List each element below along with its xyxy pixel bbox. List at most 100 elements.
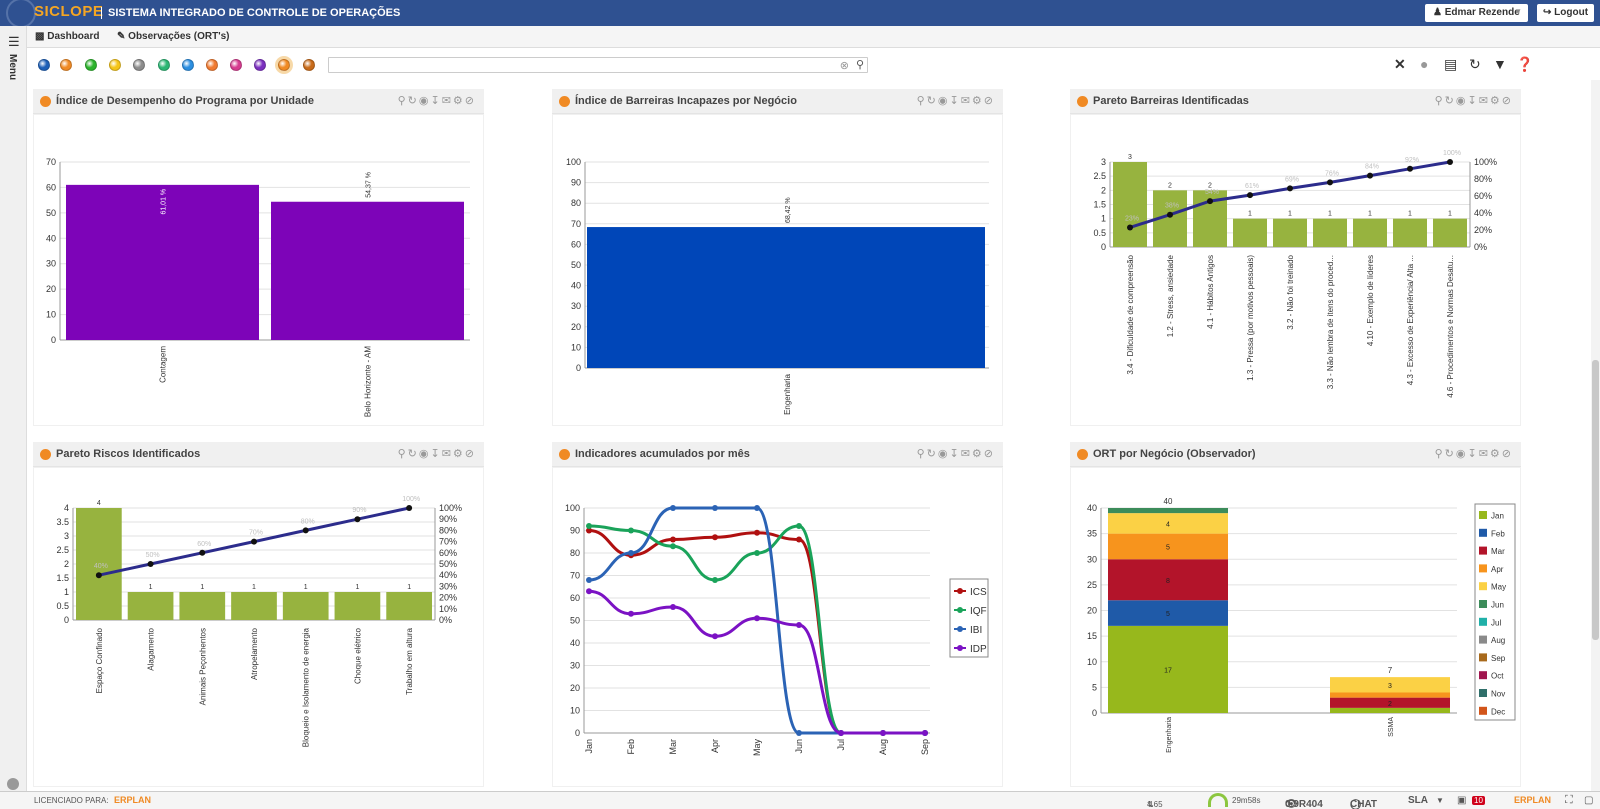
filter-dot-1[interactable] [38, 59, 50, 71]
help-icon[interactable]: ❓ [1516, 56, 1534, 72]
notification-icon[interactable]: ▣ [1457, 795, 1467, 806]
y-tick-label: 60 [570, 593, 580, 603]
cumulative-point [1287, 185, 1293, 192]
refresh-icon[interactable]: ↻ [1444, 448, 1456, 460]
download-icon[interactable]: ↧ [430, 95, 442, 107]
filter-icon[interactable]: ▼ [1493, 56, 1507, 72]
zoom-icon[interactable]: ⚲ [1434, 95, 1445, 107]
y2-tick-label: 40% [439, 570, 457, 580]
fullscreen-icon[interactable]: ⛶ [1565, 794, 1573, 806]
stack-segment [1108, 513, 1228, 534]
close-icon[interactable]: ⊘ [464, 95, 476, 107]
pin-icon[interactable]: ◉ [1455, 448, 1468, 460]
zoom-icon[interactable]: ⚲ [397, 448, 408, 460]
refresh-icon[interactable]: ↻ [407, 95, 419, 107]
download-icon[interactable]: ↧ [949, 448, 961, 460]
close-icon[interactable]: ⊘ [1501, 448, 1513, 460]
mail-icon[interactable]: ✉ [441, 95, 453, 107]
filter-dot-10[interactable] [254, 59, 266, 71]
scrollbar-thumb[interactable] [1592, 360, 1599, 640]
chevron-down-icon[interactable]: ▼ [1436, 796, 1444, 805]
settings-icon[interactable]: ⚙ [452, 448, 465, 460]
user-menu-button[interactable]: ♟ Edmar Rezende ▼ [1425, 4, 1528, 22]
mail-icon[interactable]: ✉ [441, 448, 453, 460]
monitor-icon[interactable]: ▤ [1444, 56, 1458, 72]
refresh-icon[interactable]: ↻ [926, 95, 938, 107]
logout-button[interactable]: ↪ Logout [1537, 4, 1594, 22]
pin-icon[interactable]: ◉ [937, 95, 950, 107]
mail-icon[interactable]: ✉ [960, 95, 972, 107]
close-icon[interactable]: ⊘ [1501, 95, 1513, 107]
filter-dot-5[interactable] [133, 59, 145, 71]
panel-actions: ⚲↻◉↧✉⚙⊘ [917, 94, 995, 107]
bar [334, 592, 381, 620]
refresh-icon[interactable]: ↻ [1444, 95, 1456, 107]
series-line-iqf [588, 524, 925, 735]
tab-observacoes[interactable]: ✎ Observações (ORT's) [117, 26, 229, 48]
mail-icon[interactable]: ✉ [1478, 95, 1490, 107]
cumulative-label: 90% [352, 507, 366, 514]
stack-segment [1108, 600, 1228, 626]
close-icon[interactable]: ⊘ [983, 448, 995, 460]
clear-icon[interactable]: ⊗ [839, 60, 849, 72]
status-circle-icon[interactable]: ● [1420, 56, 1429, 72]
filter-dot-7[interactable] [182, 59, 194, 71]
pin-icon[interactable]: ◉ [418, 95, 431, 107]
settings-icon[interactable]: ⚙ [1489, 95, 1502, 107]
panel-actions: ⚲↻◉↧✉⚙⊘ [1435, 94, 1513, 107]
series-point [712, 633, 718, 640]
refresh-icon[interactable]: ↻ [407, 448, 419, 460]
filter-dot-8[interactable] [206, 59, 218, 71]
settings-icon[interactable]: ⚙ [452, 95, 465, 107]
download-icon[interactable]: ↧ [1467, 448, 1479, 460]
y-tick-label: 10 [570, 706, 580, 716]
search-icon[interactable]: ⚲ [855, 59, 864, 71]
close-icon[interactable]: ⊘ [983, 95, 995, 107]
legend-label: Oct [1491, 672, 1504, 681]
stack-segment [1330, 692, 1450, 698]
chat-icon: ◯ [1350, 799, 1362, 809]
zoom-icon[interactable]: ⚲ [397, 95, 408, 107]
refresh-icon[interactable]: ↻ [1469, 56, 1481, 72]
mail-icon[interactable]: ✉ [960, 448, 972, 460]
sla-label[interactable]: SLA [1408, 795, 1428, 806]
settings-icon[interactable]: ⚙ [1489, 448, 1502, 460]
series-point [628, 550, 634, 556]
refresh-icon[interactable]: ↻ [926, 448, 938, 460]
series-point [586, 577, 592, 583]
settings-icon[interactable]: ⚙ [971, 448, 984, 460]
window-icon[interactable]: ▢ [1584, 795, 1594, 806]
tab-dashboard[interactable]: ▩ Dashboard [35, 26, 99, 48]
zoom-icon[interactable]: ⚲ [1434, 448, 1445, 460]
filter-dot-4[interactable] [109, 59, 121, 71]
zoom-icon[interactable]: ⚲ [916, 95, 927, 107]
y-tick-label: 60 [571, 239, 581, 249]
hamburger-icon[interactable]: ☰ [8, 34, 20, 49]
x-tick-label: Jan [584, 739, 594, 754]
zoom-icon[interactable]: ⚲ [916, 448, 927, 460]
filter-dot-3[interactable] [85, 59, 97, 71]
filter-dot-12[interactable] [303, 59, 315, 71]
bar [179, 592, 226, 620]
app-logo[interactable]: SICLOPE [6, 0, 103, 28]
settings-icon[interactable]: ⚙ [971, 95, 984, 107]
download-icon[interactable]: ↧ [430, 448, 442, 460]
filter-dot-11[interactable] [278, 59, 290, 71]
filter-dot-6[interactable] [158, 59, 170, 71]
y2-tick-label: 70% [439, 537, 457, 547]
mail-icon[interactable]: ✉ [1478, 448, 1490, 460]
pin-icon[interactable]: ◉ [937, 448, 950, 460]
filter-dot-9[interactable] [230, 59, 242, 71]
expand-icon[interactable] [7, 778, 19, 790]
legend-swatch [1479, 511, 1487, 519]
pin-icon[interactable]: ◉ [418, 448, 431, 460]
close-icon[interactable]: ⊘ [464, 448, 476, 460]
search-input[interactable]: ⊗ ⚲ [328, 57, 868, 73]
download-icon[interactable]: ↧ [949, 95, 961, 107]
pin-icon[interactable]: ◉ [1455, 95, 1468, 107]
menu-label[interactable]: Menu [7, 54, 18, 81]
close-icon[interactable]: ✕ [1394, 56, 1406, 72]
download-icon[interactable]: ↧ [1467, 95, 1479, 107]
filter-dot-2[interactable] [60, 59, 72, 71]
legend: Jan Feb Mar Apr May Jun Jul Aug Sep Oct Nov Dec [1474, 503, 1516, 721]
